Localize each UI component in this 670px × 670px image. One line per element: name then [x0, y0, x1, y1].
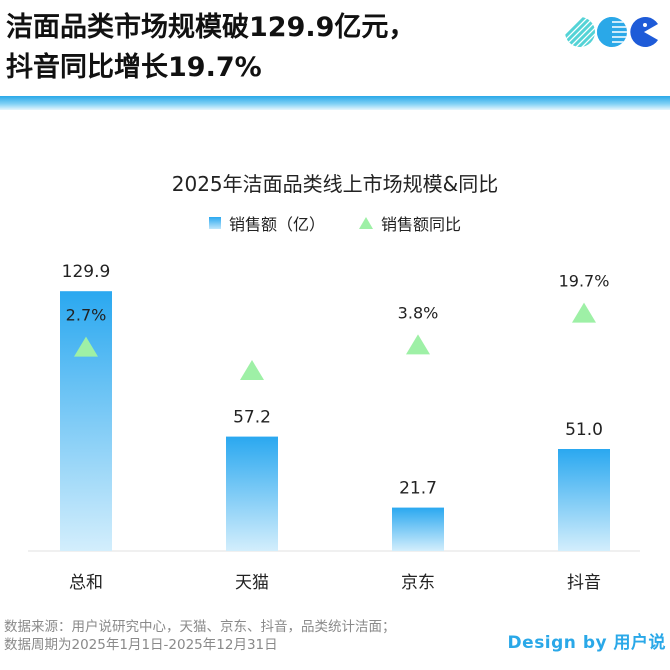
- bar-value-label: 129.9: [62, 262, 111, 282]
- x-tick-label: 京东: [401, 573, 435, 593]
- chart-legend: 销售额（亿） 销售额同比: [0, 212, 670, 234]
- bar-value-label: 51.0: [565, 420, 603, 440]
- legend-bar-swatch: [208, 217, 221, 229]
- x-tick-label: 天猫: [235, 573, 269, 593]
- bar-3: [392, 507, 444, 551]
- legend-item-yoy: 销售额同比: [359, 211, 461, 235]
- headline-line-2: 抖音同比增长19.7%: [6, 52, 262, 83]
- bar-2: [226, 436, 278, 551]
- bar-value-label: 57.2: [233, 408, 271, 428]
- yoy-marker-4: [572, 302, 596, 323]
- headline-line-1: 洁面品类市场规模破129.9亿元，: [6, 12, 416, 43]
- yoy-marker-3: [406, 334, 430, 355]
- yoy-marker-1: [74, 336, 98, 357]
- x-tick-label: 总和: [69, 573, 103, 593]
- pacman-icon: [630, 17, 658, 47]
- split-circle-icon: [597, 17, 627, 47]
- brand-credit: Design by 用户说: [507, 633, 666, 653]
- legend-triangle-swatch: [359, 217, 373, 229]
- header-divider-band: [0, 96, 670, 110]
- bar-1: [60, 291, 112, 551]
- yoy-value-label: 2.7%: [66, 306, 107, 325]
- yoy-value-label: 3.8%: [398, 303, 439, 322]
- brand-logo-icon: [565, 17, 658, 47]
- data-source-note: 数据来源：用户说研究中心，天猫、京东、抖音，品类统计洁面； 数据周期为2025年…: [4, 618, 396, 654]
- legend-item-sales: 销售额（亿）: [208, 211, 325, 235]
- source-line-1: 数据来源：用户说研究中心，天猫、京东、抖音，品类统计洁面；: [4, 619, 396, 635]
- bar-4: [558, 449, 610, 551]
- legend-label-yoy: 销售额同比: [381, 215, 462, 234]
- source-line-2: 数据周期为2025年1月1日-2025年12月31日: [4, 637, 278, 653]
- yoy-marker-2: [240, 360, 264, 380]
- legend-label-sales: 销售额（亿）: [228, 215, 325, 234]
- headline: 洁面品类市场规模破129.9亿元， 抖音同比增长19.7%: [6, 8, 566, 88]
- yoy-value-label: 19.7%: [559, 272, 610, 291]
- chart-title: 2025年洁面品类线上市场规模&同比: [171, 172, 499, 196]
- x-tick-label: 抖音: [567, 573, 601, 593]
- bar-value-label: 21.7: [399, 479, 437, 499]
